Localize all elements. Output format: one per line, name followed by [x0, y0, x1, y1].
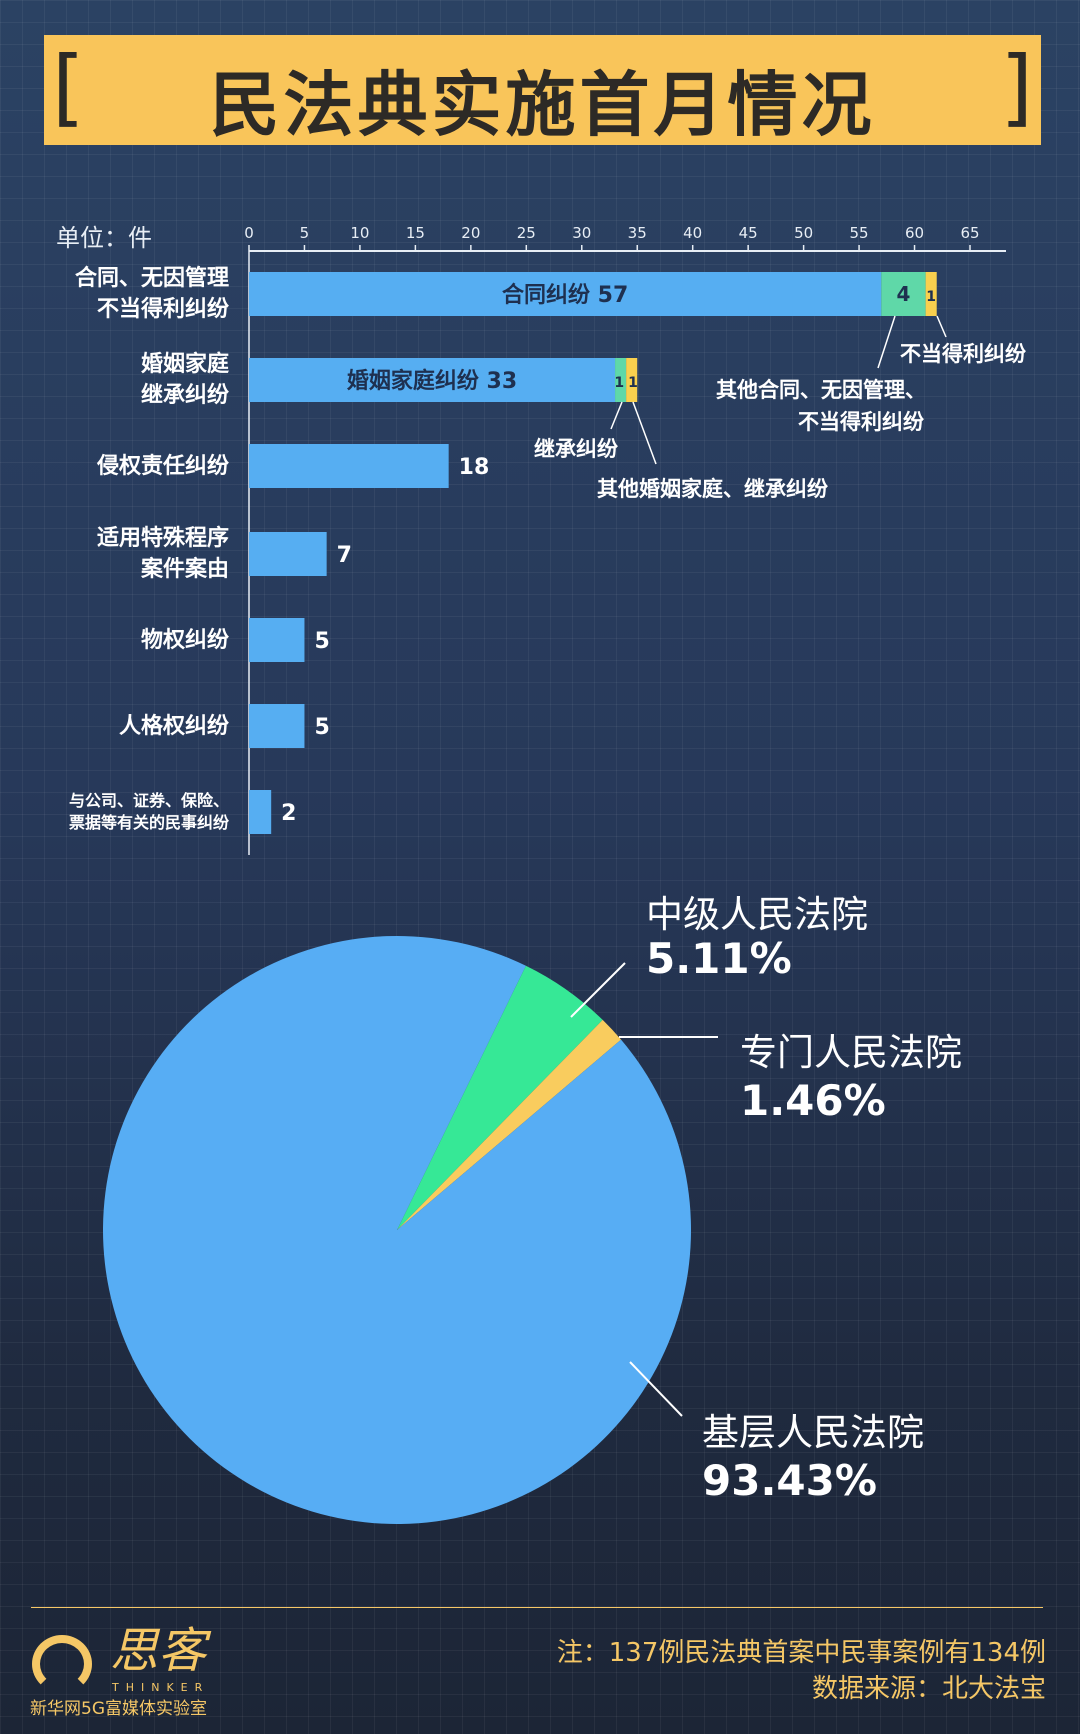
pie-chart: [102, 936, 718, 1525]
bar-bar: [249, 272, 882, 316]
x-tick-label: 5: [299, 224, 310, 242]
x-tick-label: 30: [572, 224, 592, 242]
bar-green-segment: [881, 272, 926, 316]
bar-bar: [249, 358, 616, 402]
pie-slice: [397, 965, 603, 1230]
pie-value-basic: 93.43%: [702, 1456, 877, 1505]
x-tick-label: 35: [627, 224, 647, 242]
bar-green-segment: [615, 358, 627, 402]
bar-inner-label: 婚姻家庭纠纷 33: [347, 368, 517, 394]
x-tick-label: 65: [960, 224, 980, 242]
bar-value-label: 5: [314, 629, 329, 654]
leader-line: [632, 401, 657, 465]
x-tick-label: 40: [683, 224, 703, 242]
segment-label: 1: [614, 375, 624, 391]
unit-label: 单位：件: [56, 224, 152, 252]
pie-leader-line: [570, 962, 626, 1018]
bar-bar: [249, 704, 305, 748]
x-tick-label: 15: [405, 224, 425, 242]
pie-label-special: 专门人民法院: [740, 1031, 962, 1074]
pie-label-basic: 基层人民法院: [702, 1411, 924, 1454]
bar-value-label: 18: [459, 455, 490, 480]
leader-line: [877, 315, 896, 369]
footer-divider: [31, 1607, 1043, 1608]
x-tick-label: 60: [904, 224, 925, 242]
logo-text: 思客: [110, 1623, 207, 1679]
category-label: 侵权责任纠纷: [96, 453, 229, 479]
category-label: 适用特殊程序 案件案由: [96, 526, 229, 582]
pie-leader-line: [629, 1361, 683, 1417]
page-title: 民法典实施首月情况: [209, 64, 876, 146]
title-banner: [ 民法典实施首月情况 ]: [44, 35, 1041, 146]
bar-yellow-segment: [925, 272, 937, 316]
annotation-other-contract-1: 其他合同、无因管理、: [716, 378, 926, 402]
bracket-left: [: [52, 38, 85, 136]
leader-line: [610, 401, 623, 430]
bar-inner-label: 合同纠纷 57: [502, 282, 628, 308]
x-tick-label: 55: [849, 224, 869, 242]
bar-bar: [249, 618, 305, 662]
pie-slice: [397, 1019, 622, 1230]
footer-note: 注：137例民法典首案中民事案例有134例: [556, 1638, 1046, 1668]
annotation-other-marriage: 其他婚姻家庭、继承纠纷: [597, 477, 828, 501]
category-label: 合同、无因管理 不当得利纠纷: [74, 266, 229, 322]
category-label: 人格权纠纷: [118, 713, 229, 739]
leader-line: [936, 315, 947, 338]
category-label: 婚姻家庭 继承纠纷: [140, 352, 229, 408]
annotation-unjust: 不当得利纠纷: [900, 342, 1026, 366]
x-tick-label: 10: [350, 224, 370, 242]
pie-label-intermediate: 中级人民法院: [646, 893, 868, 936]
x-tick-label: 25: [516, 224, 536, 242]
pie-value-intermediate: 5.11%: [646, 934, 792, 983]
logo-swirl-icon: [32, 1635, 92, 1693]
annotation-other-contract-2: 不当得利纠纷: [798, 410, 924, 434]
segment-label: 1: [628, 375, 638, 391]
x-tick-label: 45: [738, 224, 758, 242]
bar-bar: [249, 532, 327, 576]
org-name: 新华网5G富媒体实验室: [30, 1699, 207, 1719]
category-label: 物权纠纷: [140, 627, 229, 653]
category-label: 与公司、证券、保险、 票据等有关的民事纠纷: [68, 791, 229, 832]
bar-yellow-segment: [626, 358, 638, 402]
x-tick-label: 50: [794, 224, 814, 242]
bar-value-label: 7: [337, 543, 352, 568]
bar-bar: [249, 790, 272, 834]
logo-sub: THINKER: [112, 1681, 210, 1694]
segment-label: 4: [896, 282, 910, 306]
pie-value-special: 1.46%: [740, 1076, 886, 1125]
bar-bar: [249, 444, 449, 488]
annotation-inherit: 继承纠纷: [534, 437, 618, 461]
footer-source: 数据来源：北大法宝: [811, 1674, 1046, 1704]
x-tick-label: 0: [244, 224, 254, 242]
x-tick-label: 20: [461, 224, 481, 242]
bar-value-label: 2: [281, 801, 296, 826]
bracket-right: ]: [1000, 38, 1033, 136]
pie-slice: [102, 936, 691, 1525]
segment-label: 1: [926, 289, 936, 305]
bar-value-label: 5: [314, 715, 329, 740]
